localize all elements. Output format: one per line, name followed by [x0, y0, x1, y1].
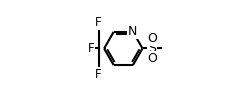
Text: F: F [95, 16, 102, 29]
Text: N: N [128, 25, 138, 38]
Text: O: O [147, 52, 157, 65]
Text: S: S [148, 42, 156, 55]
Text: F: F [88, 42, 94, 55]
Text: F: F [95, 68, 102, 81]
Text: O: O [147, 32, 157, 45]
